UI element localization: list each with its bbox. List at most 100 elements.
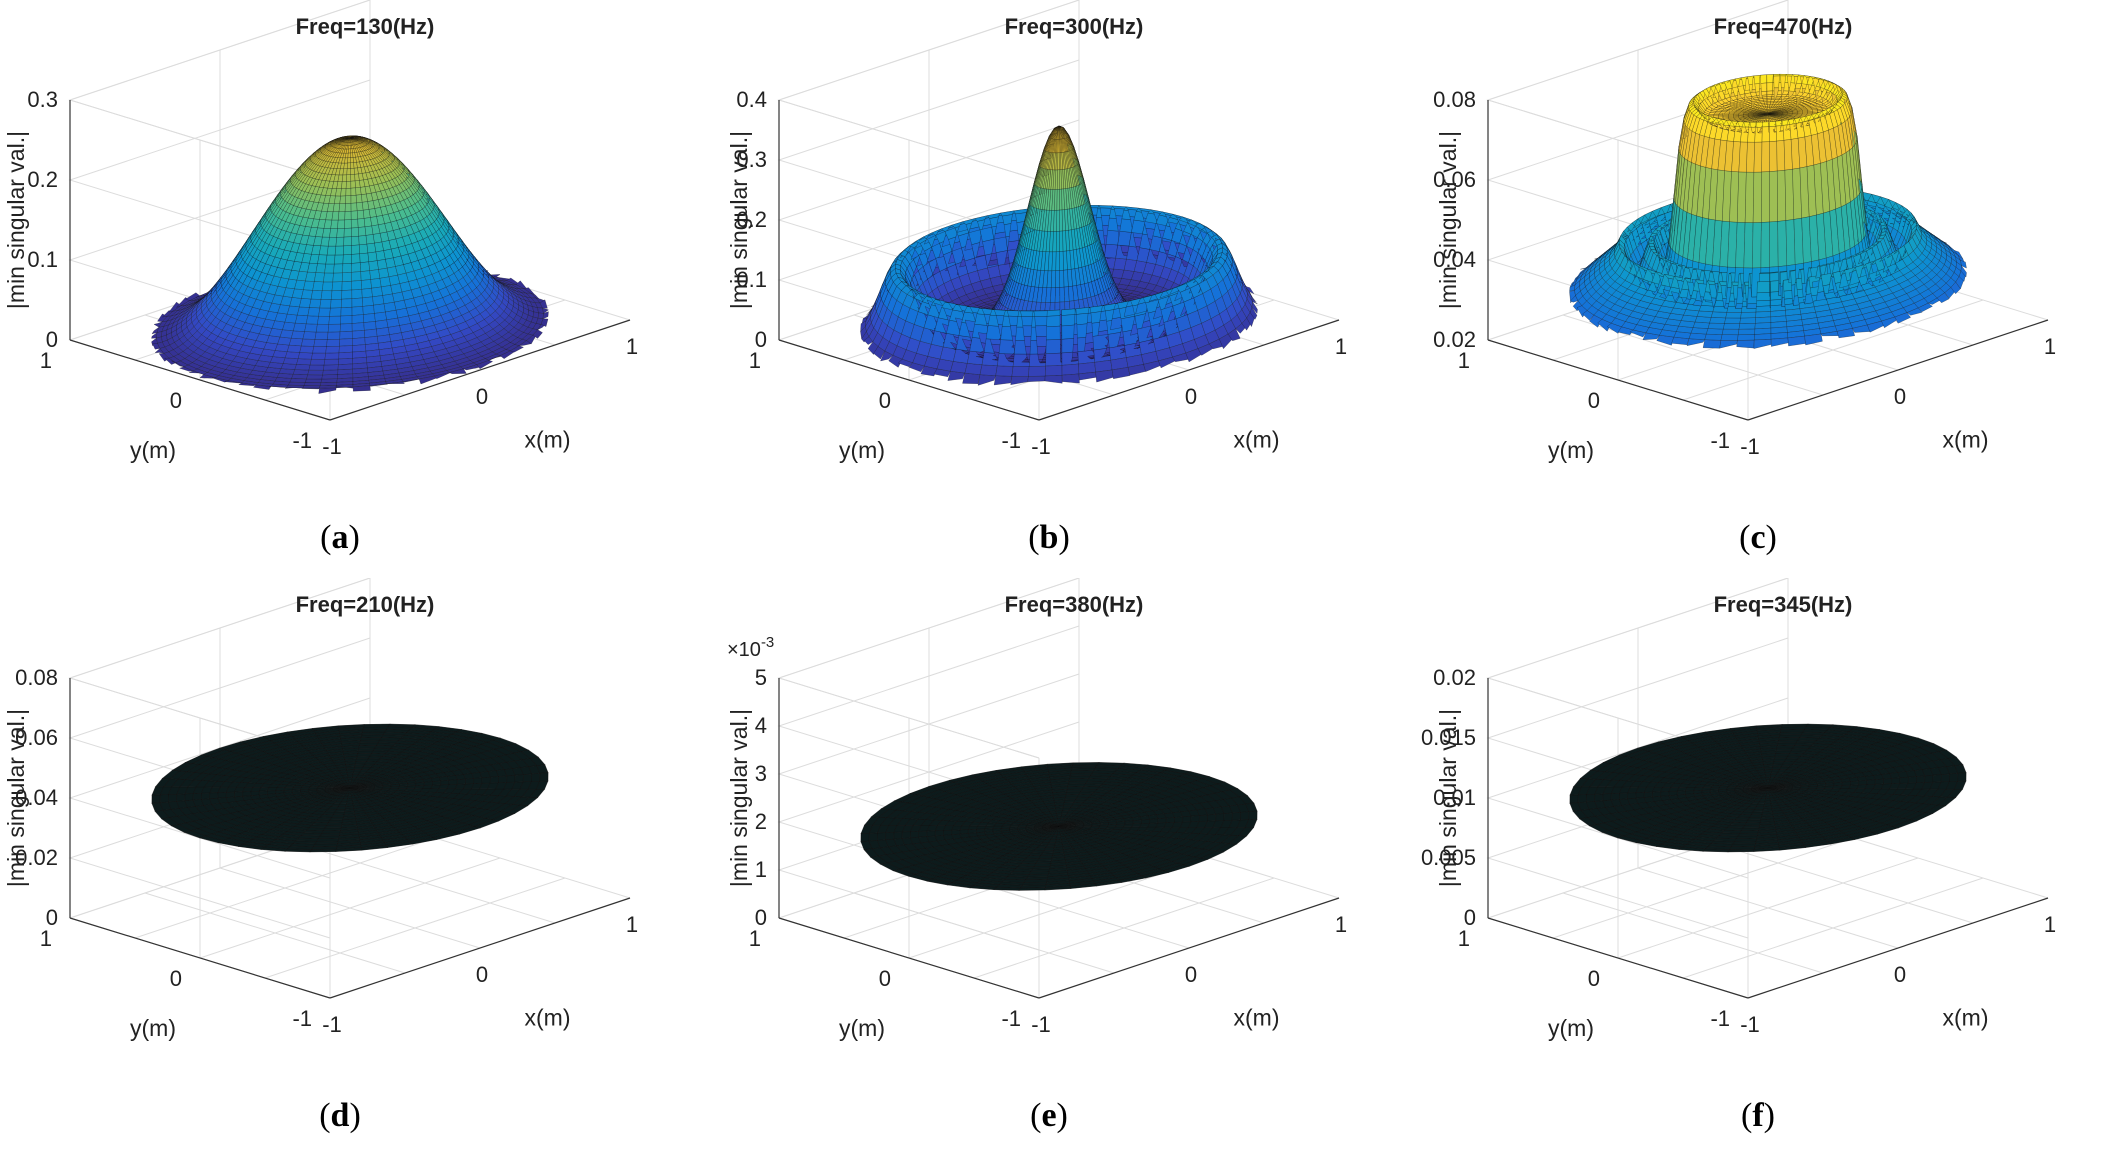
- surface-patch: [325, 353, 339, 360]
- y-tick-label: -1: [292, 428, 312, 453]
- surface-patch: [347, 175, 351, 182]
- surface-patch: [363, 305, 375, 314]
- surface-patch: [314, 339, 328, 346]
- surface-patch: [339, 346, 353, 353]
- surface-patch: [533, 312, 538, 318]
- surface-patch: [322, 375, 338, 380]
- surface-patch: [283, 322, 296, 331]
- surface-patch: [364, 321, 377, 330]
- surface-patch: [295, 315, 308, 324]
- surface-patch: [323, 273, 333, 282]
- surface-patch: [303, 386, 320, 389]
- surface-patch: [297, 359, 312, 365]
- surface-patch: [359, 235, 367, 245]
- surface-patch: [308, 308, 320, 317]
- surface-patch: [351, 245, 359, 255]
- surface-patch: [334, 196, 340, 204]
- surface-patch: [324, 359, 339, 365]
- surface-patch: [342, 281, 352, 290]
- surface-patch: [290, 378, 307, 382]
- surface-patch: [1057, 210, 1060, 231]
- surface-patch: [334, 264, 343, 273]
- surface-patch: [342, 272, 352, 281]
- surface-patch: [362, 288, 373, 298]
- surface-patch: [292, 374, 308, 379]
- surface-patch: [320, 382, 337, 385]
- surface-patch: [994, 376, 1012, 385]
- surface-patch: [381, 285, 392, 295]
- surface-patch: [319, 388, 337, 394]
- surface-patch: [352, 281, 362, 291]
- surface-patch: [1060, 287, 1065, 302]
- surface-patch: [301, 339, 315, 347]
- surface-patch: [351, 168, 355, 174]
- surface-patch: [380, 277, 391, 287]
- surface-patch: [341, 299, 352, 308]
- surface-patch: [1056, 252, 1060, 271]
- surface-patch: [1047, 316, 1062, 327]
- surface-patch: [328, 237, 336, 246]
- surface-patch: [342, 175, 347, 182]
- surface-patch: [293, 323, 306, 332]
- surface-patch: [311, 353, 325, 359]
- surface-patch: [1046, 353, 1062, 366]
- surface-patch: [300, 346, 314, 353]
- surface-patch: [1060, 270, 1064, 287]
- surface-patch: [352, 338, 365, 346]
- surface-patch: [363, 313, 375, 322]
- surface-patch: [352, 315, 364, 324]
- surface-patch: [339, 204, 345, 212]
- surface-patch: [348, 153, 351, 158]
- surface-patch: [951, 361, 968, 373]
- surface-patch: [1055, 287, 1060, 302]
- surface-patch: [313, 282, 324, 291]
- surface-patch: [340, 331, 353, 339]
- surface-patch: [332, 212, 339, 220]
- surface-patch: [358, 218, 365, 227]
- surface-patch: [1051, 271, 1056, 288]
- surface-patch: [337, 228, 345, 237]
- z-tick-label: 0: [46, 327, 58, 352]
- x-tick-label: 1: [626, 334, 638, 359]
- surface-patch: [996, 366, 1013, 377]
- surface-patch: [352, 263, 361, 273]
- surface-patch: [1046, 339, 1062, 354]
- surface-patch: [352, 345, 366, 353]
- surface-patch: [308, 370, 324, 375]
- surface-patch: [1057, 170, 1059, 190]
- surface-patch: [344, 228, 351, 237]
- surface-patch: [349, 142, 350, 145]
- surface-patch: [352, 298, 363, 307]
- chart-panel-0: -101-10100.10.20.3x(m)y(m)|min singular …: [0, 0, 709, 578]
- surface-patch: [341, 316, 353, 325]
- surface-patch: [338, 212, 345, 220]
- surface-patch: [326, 346, 340, 353]
- figure-grid: -1 0 1 -1 0 1 0 0.1 0.2 0.3 x(m) y(m) |min singular …: [0, 0, 2128, 1156]
- surface-patch: [285, 314, 297, 323]
- surface-patch: [1104, 244, 1117, 258]
- surface: [861, 126, 1258, 385]
- surface-patch: [323, 365, 338, 371]
- surface-patch: [351, 195, 357, 203]
- surface-patch: [343, 246, 351, 255]
- surface-patch: [304, 383, 321, 386]
- x-tick-label: -1: [322, 434, 342, 459]
- surface-patch: [344, 237, 352, 246]
- surface-patch: [374, 304, 386, 314]
- surface-patch: [361, 271, 371, 281]
- surface-patch: [352, 323, 364, 332]
- surface-patch: [1078, 362, 1095, 374]
- surface: [152, 136, 549, 394]
- surface-patch: [1056, 271, 1060, 288]
- surface-patch: [352, 306, 363, 315]
- surface-patch: [330, 308, 342, 317]
- surface-patch: [338, 364, 353, 370]
- surface-patch: [289, 338, 303, 346]
- surface-patch: [1012, 366, 1029, 376]
- z-tick-label: 0.2: [27, 167, 58, 192]
- surface-patch: [285, 352, 300, 359]
- surface-patch: [367, 243, 376, 253]
- surface-patch: [305, 379, 322, 383]
- surface-patch: [361, 280, 371, 290]
- surface-patch: [316, 264, 326, 273]
